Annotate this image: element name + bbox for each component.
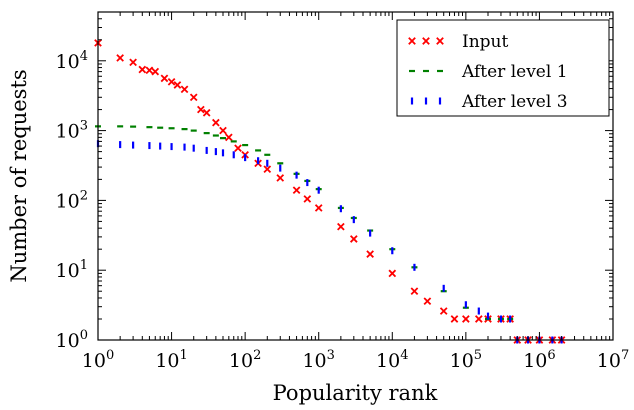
data-point-stroke (180, 85, 189, 94)
legend-item: After level 3 (410, 92, 568, 112)
data-point-stroke (423, 297, 432, 306)
data-point-stroke (263, 165, 272, 174)
data-point (167, 77, 176, 86)
y-tick-label: 104 (56, 49, 88, 73)
data-point (189, 93, 198, 102)
tick-labels-layer: 100 101 102 103 104 105 106 107 100 101 102 103 104 (56, 49, 630, 372)
data-point-stroke (292, 186, 301, 195)
x-tick-label: 105 (450, 348, 482, 372)
data-point-stroke (276, 174, 285, 182)
data-point (151, 67, 160, 76)
data-point (314, 204, 323, 212)
data-point (423, 297, 432, 306)
data-point (224, 133, 233, 142)
data-point-stroke (129, 58, 137, 67)
x-tick-label: 102 (229, 348, 261, 372)
legend-items: Input After level 1 After level 3 (408, 32, 568, 112)
y-tick-label: 102 (56, 188, 88, 212)
y-axis-title: Number of requests (7, 69, 31, 282)
data-point (234, 144, 242, 153)
data-point-stroke (410, 287, 419, 296)
data-point (450, 315, 459, 323)
legend-swatch-stroke (436, 37, 444, 45)
data-point (202, 108, 211, 117)
data-point (366, 250, 374, 258)
data-point (388, 269, 397, 278)
data-point-stroke (167, 77, 176, 86)
legend-swatch (422, 37, 430, 45)
legend-box (396, 19, 610, 117)
legend-swatch (408, 37, 416, 45)
data-point (160, 74, 169, 83)
data-point (145, 66, 154, 75)
data-point-stroke (474, 315, 483, 323)
x-tick-label: 101 (155, 348, 187, 372)
data-point-stroke (116, 54, 124, 62)
data-point (116, 54, 124, 62)
data-point-stroke (439, 307, 448, 315)
y-tick-label: 100 (56, 328, 88, 352)
data-point (410, 287, 419, 296)
data-point-stroke (151, 67, 160, 76)
x-tick-label: 107 (597, 348, 629, 372)
x-tick-label: 106 (523, 348, 555, 372)
data-point (337, 222, 345, 231)
data-point-stroke (388, 269, 397, 278)
data-point (474, 315, 483, 323)
legend-swatch-stroke (408, 37, 416, 45)
legend-label: After level 1 (461, 62, 568, 82)
x-tick-label: 103 (302, 348, 334, 372)
plot-frame (97, 11, 614, 341)
data-point (138, 65, 147, 74)
y-tick-label: 103 (56, 119, 88, 143)
legend-label: After level 3 (461, 92, 568, 112)
data-point (219, 126, 227, 135)
legend-label: Input (462, 32, 508, 52)
data-point-stroke (450, 315, 459, 323)
legend-item: Input (408, 32, 508, 52)
data-point-stroke (349, 235, 358, 243)
data-point-stroke (138, 65, 147, 74)
y-tick-label: 101 (56, 258, 88, 282)
data-point (197, 105, 205, 114)
legend-item: After level 1 (409, 62, 568, 82)
data-point-stroke (219, 126, 227, 135)
x-axis-title: Popularity rank (273, 381, 438, 405)
data-point-stroke (173, 81, 182, 89)
data-point (263, 165, 272, 174)
x-tick-label: 104 (376, 348, 408, 372)
data-point-stroke (366, 250, 374, 258)
data-point-stroke (145, 66, 154, 75)
data-point-stroke (212, 118, 220, 127)
data-point-stroke (303, 195, 312, 203)
data-point-stroke (197, 105, 205, 114)
data-point (292, 186, 301, 195)
data-point (173, 81, 182, 89)
data-point-stroke (202, 108, 211, 117)
x-tick-label: 100 (82, 348, 114, 372)
data-point (129, 58, 137, 67)
data-point-stroke (224, 133, 233, 142)
data-point (303, 195, 312, 203)
data-point-stroke (234, 144, 242, 153)
data-point (212, 118, 220, 127)
data-point (439, 307, 448, 315)
data-point-stroke (160, 74, 169, 83)
legend-swatch-stroke (422, 37, 430, 45)
ticks-layer (97, 11, 614, 341)
data-point-stroke (462, 315, 470, 323)
data-point (276, 174, 285, 182)
data-point (180, 85, 189, 94)
data-point-stroke (189, 93, 198, 102)
data-point (462, 315, 470, 323)
data-point-stroke (314, 204, 323, 212)
data-point-stroke (337, 222, 345, 231)
legend: Input After level 1 After level 3 (396, 19, 610, 117)
legend-swatch (436, 37, 444, 45)
data-point (349, 235, 358, 243)
